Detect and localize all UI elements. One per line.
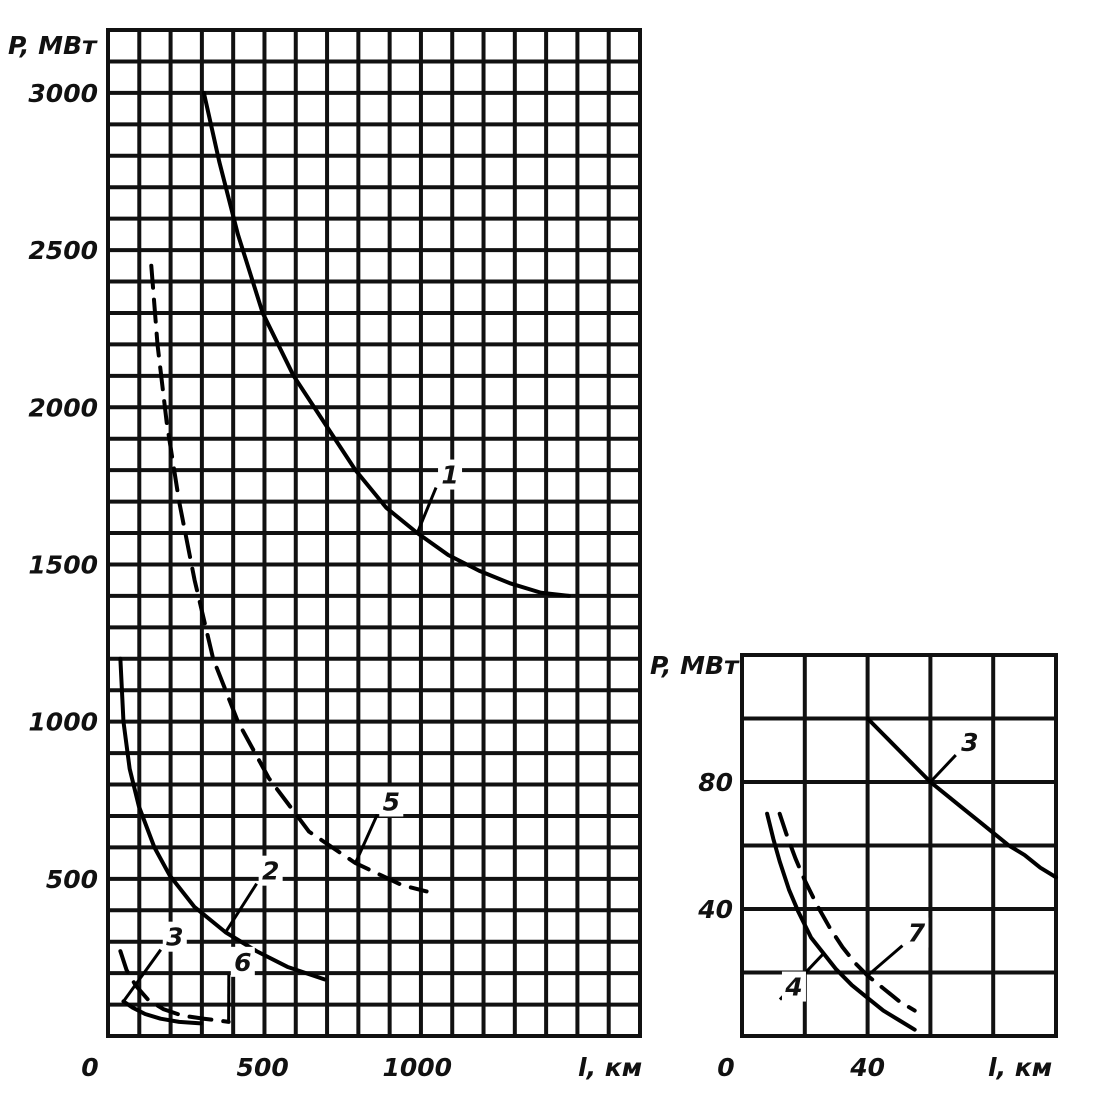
x-tick-label: 40 <box>849 1053 885 1082</box>
series-leader-1 <box>415 486 438 534</box>
y-tick-label: 1500 <box>28 550 98 579</box>
y-axis-label: P, МВт <box>650 651 740 680</box>
origin-label: 0 <box>81 1053 98 1082</box>
y-axis-label: P, МВт <box>8 31 98 60</box>
series-line-2 <box>118 656 327 982</box>
series-label-1: 1 <box>441 461 458 490</box>
x-axis-label: l, км <box>578 1053 642 1082</box>
series-label-bg <box>438 459 463 490</box>
series-label-bg <box>379 786 404 817</box>
series-label-4: 4 <box>784 973 802 1002</box>
series-label-bg <box>781 971 806 1002</box>
y-tick-label: 500 <box>46 865 98 894</box>
series-label-6: 6 <box>234 948 251 977</box>
series-line-3 <box>865 716 1058 880</box>
series-line-7 <box>777 811 917 1013</box>
chart-small: 40 80 40 0 P, МВт l, км 3 4 7 <box>650 651 1058 1082</box>
series-label-bg <box>258 855 283 886</box>
y-tick-label: 3000 <box>28 79 98 108</box>
series-leader-5 <box>354 813 379 864</box>
series-label-2: 2 <box>262 857 279 886</box>
y-tick-label: 40 <box>697 895 733 924</box>
series-leader-3 <box>122 948 162 1003</box>
series-label-7: 7 <box>908 919 926 948</box>
series-leader-3 <box>929 754 957 784</box>
y-tick-label: 80 <box>698 768 733 797</box>
y-tick-label: 2000 <box>28 393 98 422</box>
x-tick-label: 1000 <box>383 1053 453 1082</box>
series-label-3: 3 <box>961 728 978 757</box>
series-line-1 <box>201 90 571 598</box>
plot-frame <box>740 653 1058 1038</box>
series-leader-7 <box>866 944 904 977</box>
x-axis-label: l, км <box>988 1053 1052 1082</box>
x-tick-label: 500 <box>237 1053 289 1082</box>
chart-large: 500 1000 1500 2000 2500 3000 500 1000 0 P, МВт l, … <box>8 28 642 1082</box>
y-tick-label: 1000 <box>28 708 98 737</box>
y-tick-label: 2500 <box>28 236 98 265</box>
series-label-3: 3 <box>166 923 183 952</box>
series-line-5 <box>149 263 429 894</box>
series-label-bg <box>162 921 187 952</box>
plot-frame <box>106 28 642 1038</box>
series-label-bg <box>904 917 929 948</box>
series-label-bg <box>957 727 982 758</box>
series-label-5: 5 <box>383 788 400 817</box>
series-line-6 <box>118 949 231 1024</box>
origin-label: 0 <box>717 1053 734 1082</box>
series-label-bg <box>230 946 255 977</box>
series-leader-2 <box>224 882 258 934</box>
series-line-3 <box>121 999 203 1026</box>
